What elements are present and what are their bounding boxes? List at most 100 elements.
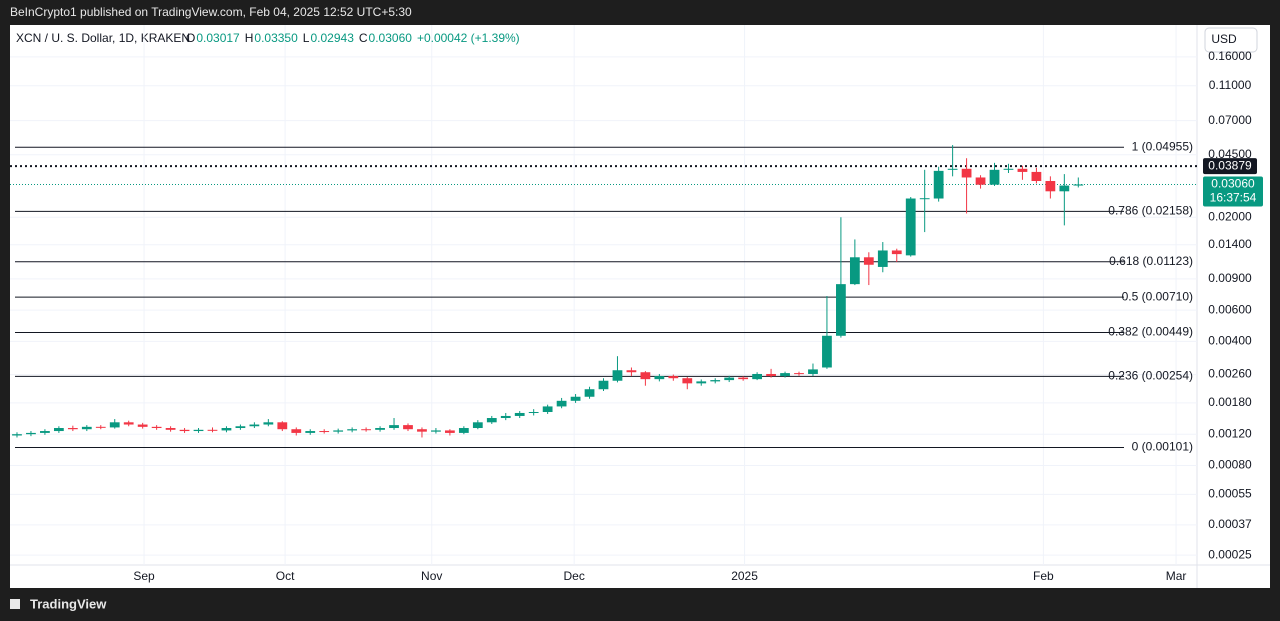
candle-body bbox=[514, 412, 525, 416]
candle-body bbox=[123, 422, 134, 425]
y-tick-label: 0.02000 bbox=[1208, 209, 1252, 223]
currency: USD bbox=[1211, 32, 1237, 46]
candle-body bbox=[417, 429, 427, 432]
y-tick-label: 0.11000 bbox=[1209, 78, 1252, 92]
fib-label: 0.618 (0.01123) bbox=[1109, 254, 1193, 268]
chart-panel bbox=[10, 25, 1270, 588]
candle-body bbox=[626, 370, 637, 373]
candle-body bbox=[947, 168, 958, 170]
candle-body bbox=[40, 431, 50, 433]
candle-body bbox=[919, 198, 930, 200]
legend-item: 0.03060 bbox=[369, 31, 413, 45]
candle-body bbox=[570, 396, 581, 401]
grid bbox=[10, 25, 1197, 565]
currency-box[interactable] bbox=[1204, 27, 1258, 53]
candle-body bbox=[305, 431, 316, 433]
candle-body bbox=[179, 429, 190, 432]
x-tick-label: Sep bbox=[133, 569, 155, 583]
candle-body bbox=[137, 424, 148, 427]
price-badge bbox=[1203, 176, 1263, 207]
candle-body bbox=[905, 198, 916, 256]
candle-body bbox=[780, 373, 790, 377]
candle-body bbox=[193, 429, 204, 432]
candle-body bbox=[612, 370, 623, 381]
fib-label: 0.236 (0.00254) bbox=[1108, 369, 1193, 383]
candle-body bbox=[375, 428, 385, 430]
candle-body bbox=[389, 425, 399, 429]
candle-body bbox=[849, 257, 860, 285]
legend-item: C bbox=[359, 31, 368, 45]
marks bbox=[10, 145, 1197, 448]
brand: TradingView bbox=[30, 596, 107, 611]
candle-body bbox=[654, 376, 665, 380]
candle-body bbox=[556, 400, 567, 407]
candle-body bbox=[431, 430, 441, 432]
candle-body bbox=[151, 426, 162, 429]
legend-item: 0.03017 bbox=[196, 31, 240, 45]
candle-body bbox=[277, 422, 288, 430]
candle-body bbox=[989, 169, 1000, 185]
candle-body bbox=[961, 168, 972, 178]
candle-body bbox=[1017, 168, 1028, 172]
y-tick-label: 0.00055 bbox=[1208, 487, 1252, 501]
candle-body bbox=[877, 250, 888, 267]
candle-body bbox=[891, 250, 902, 255]
marker-badge-label: 0.03879 bbox=[1208, 158, 1252, 172]
candle-body bbox=[12, 434, 22, 436]
legend-item: L bbox=[303, 31, 310, 45]
candle-body bbox=[933, 170, 944, 199]
candle-body bbox=[319, 431, 330, 433]
candle-body bbox=[682, 378, 693, 384]
legend-item: 0.03350 bbox=[254, 31, 298, 45]
legend-item: 0.02943 bbox=[310, 31, 354, 45]
x-tick-label: 2025 bbox=[731, 569, 758, 583]
brand-logo: TradingView bbox=[10, 596, 107, 611]
candle-body bbox=[766, 373, 776, 377]
candle-body bbox=[486, 418, 497, 423]
candle-body bbox=[542, 406, 553, 413]
y-tick-label: 0.00260 bbox=[1208, 367, 1252, 381]
candle-body bbox=[500, 415, 511, 419]
candle-body bbox=[710, 380, 721, 382]
candle-body bbox=[696, 381, 707, 384]
candle-body bbox=[361, 429, 371, 431]
candle-body bbox=[640, 372, 651, 380]
candle-body bbox=[95, 426, 106, 428]
fib-label: 0.5 (0.00710) bbox=[1122, 289, 1193, 303]
labels: O 0.03017 H 0.03350 L 0.02943 C 0.03060 +0.00042… bbox=[133, 31, 1263, 583]
candle-body bbox=[598, 380, 609, 390]
y-tick-label: 0.00400 bbox=[1208, 334, 1252, 348]
candle-body bbox=[263, 422, 274, 425]
y-tick-label: 0.16000 bbox=[1208, 49, 1252, 63]
candle-body bbox=[403, 425, 413, 430]
y-tick-label: 0.00600 bbox=[1208, 302, 1252, 316]
candle-body bbox=[472, 422, 483, 429]
symbol: XCN / U. S. Dollar, 1D, KRAKEN bbox=[16, 31, 190, 45]
price-badge-label: 0.03060 bbox=[1211, 177, 1255, 191]
x-tick-label: Oct bbox=[276, 569, 295, 583]
candle-body bbox=[836, 284, 846, 336]
candle-body bbox=[1059, 185, 1070, 192]
candle-body bbox=[752, 373, 762, 380]
candle-body bbox=[584, 389, 595, 397]
candle-body bbox=[165, 428, 176, 430]
candle-body bbox=[1045, 181, 1056, 192]
candle-body bbox=[109, 422, 120, 428]
candle-body bbox=[445, 430, 455, 433]
x-tick-label: Feb bbox=[1033, 569, 1054, 583]
candle-body bbox=[1073, 184, 1084, 186]
candle-body bbox=[207, 429, 218, 431]
candle-body bbox=[235, 426, 246, 429]
candle-body bbox=[67, 428, 78, 430]
candle-body bbox=[668, 376, 679, 379]
candle-body bbox=[863, 257, 874, 265]
x-tick-label: Mar bbox=[1166, 569, 1187, 583]
candle-body bbox=[528, 412, 539, 414]
y-tick-label: 0.00120 bbox=[1208, 426, 1252, 440]
fib-label: 1 (0.04955) bbox=[1132, 139, 1193, 153]
candle-body bbox=[53, 428, 64, 432]
candle-body bbox=[808, 369, 818, 374]
candle-body bbox=[738, 377, 749, 380]
